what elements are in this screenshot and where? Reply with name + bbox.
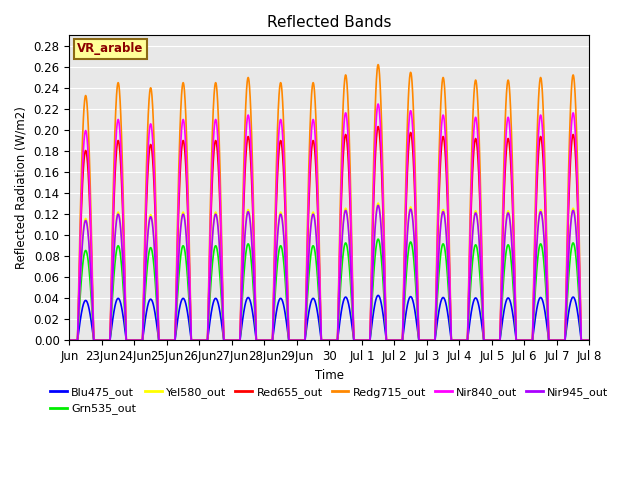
Grn535_out: [442, 252, 449, 258]
Redg715_out: [374, 62, 382, 68]
Redg715_out: [65, 337, 73, 343]
Redg715_out: [580, 337, 588, 343]
Yel580_out: [580, 337, 588, 343]
Title: Reflected Bands: Reflected Bands: [267, 15, 392, 30]
Nir840_out: [172, 301, 180, 307]
Yel580_out: [506, 217, 514, 223]
Nir840_out: [442, 139, 449, 145]
Nir840_out: [580, 337, 588, 343]
Line: Blu475_out: Blu475_out: [69, 295, 589, 340]
Yel580_out: [442, 222, 449, 228]
Red655_out: [442, 158, 449, 164]
Redg715_out: [442, 106, 449, 112]
Red655_out: [65, 337, 73, 343]
Yel580_out: [374, 200, 382, 206]
Redg715_out: [475, 126, 483, 132]
Blu475_out: [475, 303, 483, 309]
Blu475_out: [442, 300, 449, 306]
Text: VR_arable: VR_arable: [77, 42, 143, 55]
Nir945_out: [506, 219, 514, 225]
Yel580_out: [172, 317, 180, 323]
Grn535_out: [586, 337, 593, 343]
Red655_out: [580, 337, 588, 343]
Redg715_out: [586, 337, 593, 343]
Line: Grn535_out: Grn535_out: [69, 239, 589, 340]
Line: Redg715_out: Redg715_out: [69, 65, 589, 340]
Redg715_out: [396, 337, 404, 343]
Grn535_out: [374, 236, 382, 242]
Line: Nir945_out: Nir945_out: [69, 205, 589, 340]
Nir945_out: [396, 337, 404, 343]
Blu475_out: [506, 298, 514, 304]
Grn535_out: [475, 260, 483, 265]
Nir840_out: [65, 337, 73, 343]
Blu475_out: [172, 331, 180, 336]
X-axis label: Time: Time: [315, 369, 344, 382]
Blu475_out: [65, 337, 73, 343]
Nir840_out: [586, 337, 593, 343]
Nir945_out: [374, 203, 382, 208]
Redg715_out: [506, 95, 514, 101]
Blu475_out: [374, 292, 382, 298]
Grn535_out: [172, 322, 180, 328]
Nir840_out: [475, 156, 483, 162]
Red655_out: [374, 124, 382, 130]
Grn535_out: [65, 337, 73, 343]
Nir840_out: [374, 101, 382, 107]
Grn535_out: [580, 337, 588, 343]
Yel580_out: [396, 337, 404, 343]
Legend: Blu475_out, Grn535_out, Yel580_out, Red655_out, Redg715_out, Nir840_out, Nir945_: Blu475_out, Grn535_out, Yel580_out, Red6…: [46, 383, 613, 419]
Yel580_out: [475, 232, 483, 238]
Red655_out: [172, 305, 180, 311]
Redg715_out: [172, 296, 180, 301]
Nir840_out: [396, 337, 404, 343]
Nir945_out: [65, 337, 73, 343]
Nir945_out: [475, 234, 483, 240]
Nir945_out: [586, 337, 593, 343]
Red655_out: [506, 149, 514, 155]
Nir840_out: [506, 130, 514, 135]
Red655_out: [475, 173, 483, 179]
Blu475_out: [580, 337, 588, 343]
Y-axis label: Reflected Radiation (W/m2): Reflected Radiation (W/m2): [15, 107, 28, 269]
Line: Nir840_out: Nir840_out: [69, 104, 589, 340]
Nir945_out: [442, 224, 449, 230]
Grn535_out: [506, 249, 514, 254]
Red655_out: [396, 337, 404, 343]
Blu475_out: [396, 337, 404, 343]
Red655_out: [586, 337, 593, 343]
Yel580_out: [586, 337, 593, 343]
Yel580_out: [65, 337, 73, 343]
Nir945_out: [580, 337, 588, 343]
Line: Yel580_out: Yel580_out: [69, 203, 589, 340]
Line: Red655_out: Red655_out: [69, 127, 589, 340]
Nir945_out: [172, 317, 180, 323]
Blu475_out: [586, 337, 593, 343]
Grn535_out: [396, 337, 404, 343]
